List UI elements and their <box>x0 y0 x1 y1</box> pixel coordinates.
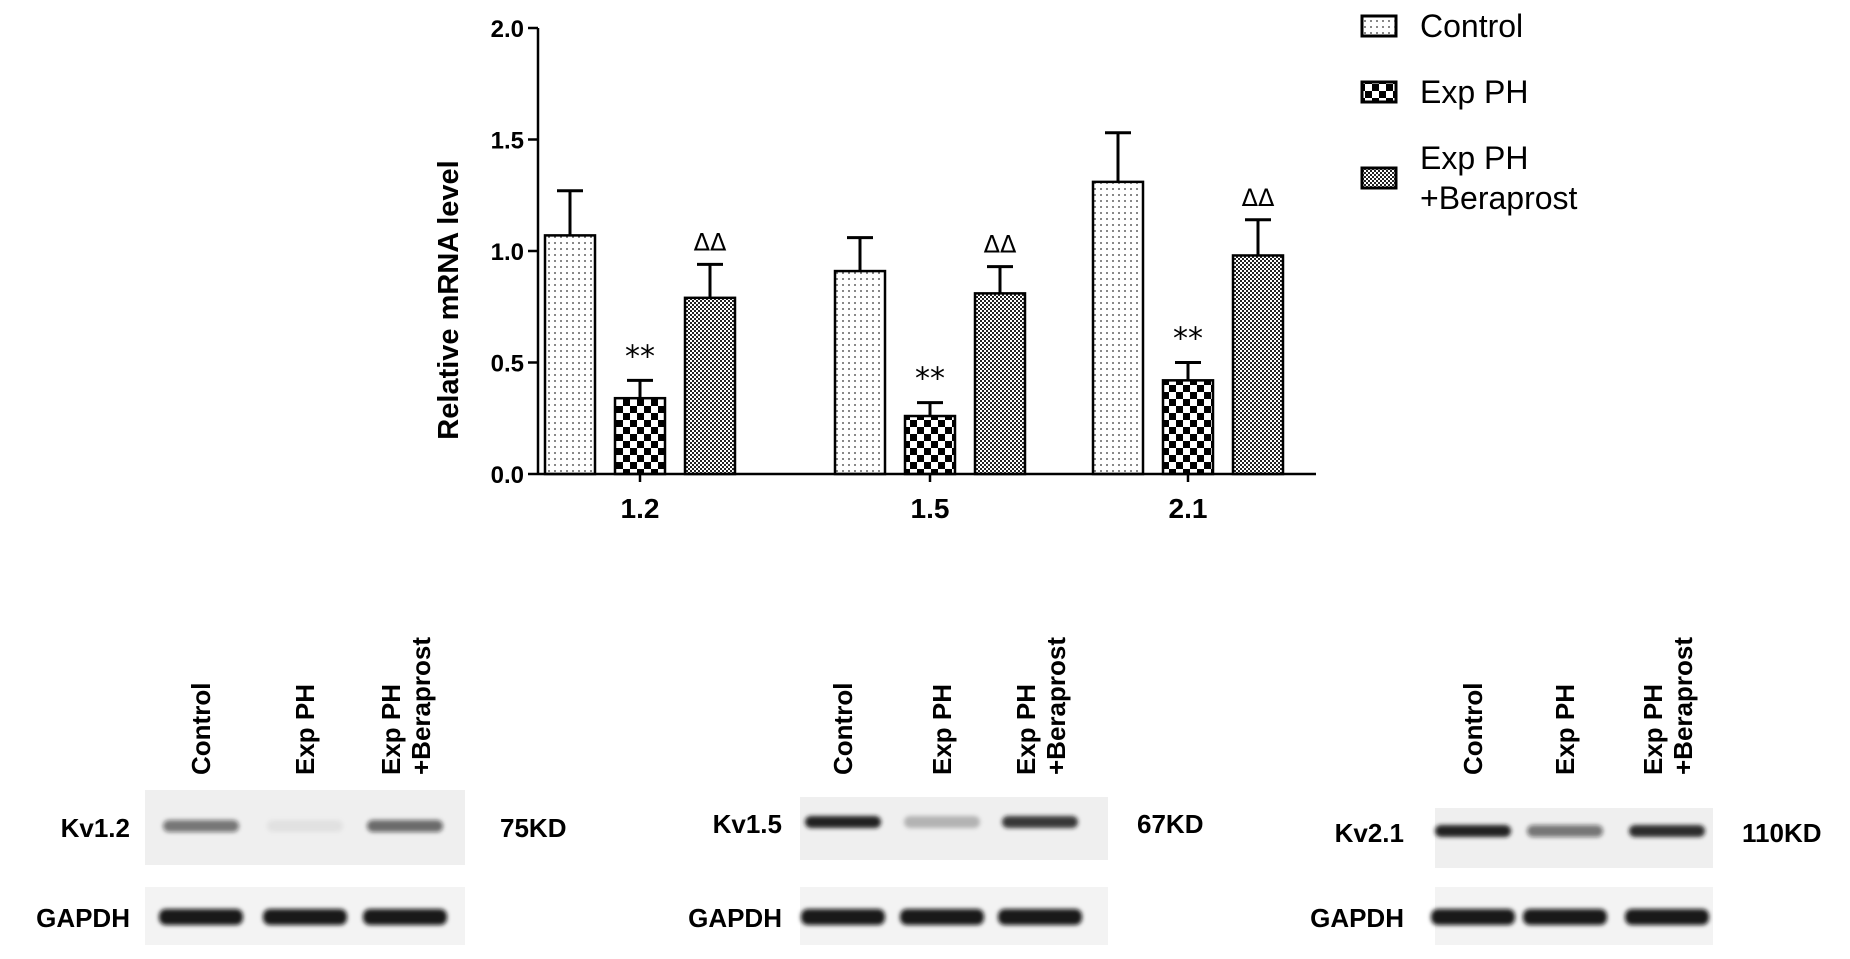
y-tick-label: 0.5 <box>491 351 524 378</box>
loading-control-label: GAPDH <box>688 903 782 933</box>
x-tick-label: 2.1 <box>1169 493 1208 524</box>
gapdh-band <box>159 909 243 925</box>
protein-band <box>1629 825 1705 837</box>
legend-swatch <box>1360 14 1398 38</box>
lane-label: Exp PH <box>290 684 320 775</box>
protein-band <box>267 820 343 832</box>
legend-swatch <box>1360 166 1398 190</box>
gapdh-band <box>1625 909 1709 925</box>
lane-label: Exp PH <box>1011 684 1041 775</box>
bar-exp-ph-beraprost-2.1 <box>1231 254 1285 476</box>
significance-label: ** <box>1173 322 1203 357</box>
lane-label: +Beraprost <box>1668 637 1698 775</box>
y-tick-label: 0.0 <box>491 462 524 489</box>
lane-label: Control <box>1458 683 1488 775</box>
protein-label: Kv2.1 <box>1335 818 1404 848</box>
protein-band <box>904 816 980 828</box>
legend: Control Exp PH Exp PH +Beraprost <box>1360 8 1578 216</box>
protein-band <box>1002 816 1078 828</box>
blot-membrane <box>1435 808 1713 868</box>
gapdh-band <box>998 909 1082 925</box>
legend-label: +Beraprost <box>1420 180 1578 216</box>
bar-exp-ph-2.1 <box>1161 379 1215 476</box>
bar-exp-ph-beraprost-1.2 <box>683 296 737 476</box>
loading-control-label: GAPDH <box>36 903 130 933</box>
molecular-weight-label: 67KD <box>1137 809 1203 839</box>
bars-layer: ** ΔΔ ** ΔΔ ** ΔΔ <box>543 131 1285 476</box>
protein-label: Kv1.2 <box>61 813 130 843</box>
bar-chart: ** ΔΔ ** ΔΔ ** ΔΔ 0.0 0.5 1.0 1.5 2.0 1.2 1.5 2.1 R… <box>433 8 1578 524</box>
bar-exp-ph-beraprost-1.5 <box>973 292 1027 476</box>
molecular-weight-label: 75KD <box>500 813 566 843</box>
lane-label: Exp PH <box>1550 684 1580 775</box>
x-axis: 1.2 1.5 2.1 <box>538 472 1316 524</box>
bar-exp-ph-1.5 <box>903 414 957 476</box>
x-tick-label: 1.5 <box>911 493 950 524</box>
lane-label: +Beraprost <box>1041 637 1071 775</box>
bar-control-2.1 <box>1091 180 1145 476</box>
y-axis-label: Relative mRNA level <box>433 160 465 439</box>
lane-label: +Beraprost <box>406 637 436 775</box>
loading-control-label: GAPDH <box>1310 903 1404 933</box>
protein-label: Kv1.5 <box>713 809 782 839</box>
y-tick-label: 1.5 <box>491 128 524 155</box>
blot-membrane <box>800 797 1108 860</box>
x-tick-label: 1.2 <box>621 493 660 524</box>
protein-band <box>367 820 443 832</box>
gapdh-band <box>900 909 984 925</box>
y-tick-label: 1.0 <box>491 239 524 266</box>
bar-control-1.2 <box>543 234 597 476</box>
protein-band <box>805 816 881 828</box>
legend-label: Exp PH <box>1420 140 1528 176</box>
lane-label: Exp PH <box>927 684 957 775</box>
lane-label: Exp PH <box>1638 684 1668 775</box>
significance-label: ΔΔ <box>1242 184 1275 212</box>
y-tick-label: 2.0 <box>491 16 524 43</box>
legend-label: Control <box>1420 8 1523 44</box>
protein-band <box>1527 825 1603 837</box>
bar-exp-ph-1.2 <box>613 396 667 476</box>
significance-label: ** <box>625 339 655 374</box>
significance-label: ΔΔ <box>694 228 727 256</box>
legend-swatch <box>1360 80 1398 104</box>
molecular-weight-label: 110KD <box>1742 818 1822 848</box>
gapdh-band <box>363 909 447 925</box>
lane-label: Exp PH <box>376 684 406 775</box>
lane-label: Control <box>186 683 216 775</box>
bar-control-1.5 <box>833 269 887 476</box>
gapdh-band <box>801 909 885 925</box>
lane-label: Control <box>828 683 858 775</box>
legend-label: Exp PH <box>1420 74 1528 110</box>
gapdh-band <box>263 909 347 925</box>
significance-label: ** <box>915 362 945 397</box>
gapdh-band <box>1523 909 1607 925</box>
gapdh-band <box>1431 909 1515 925</box>
y-axis: 0.0 0.5 1.0 1.5 2.0 <box>491 16 540 489</box>
significance-label: ΔΔ <box>984 231 1017 259</box>
protein-band <box>1435 825 1511 837</box>
protein-band <box>163 820 239 832</box>
